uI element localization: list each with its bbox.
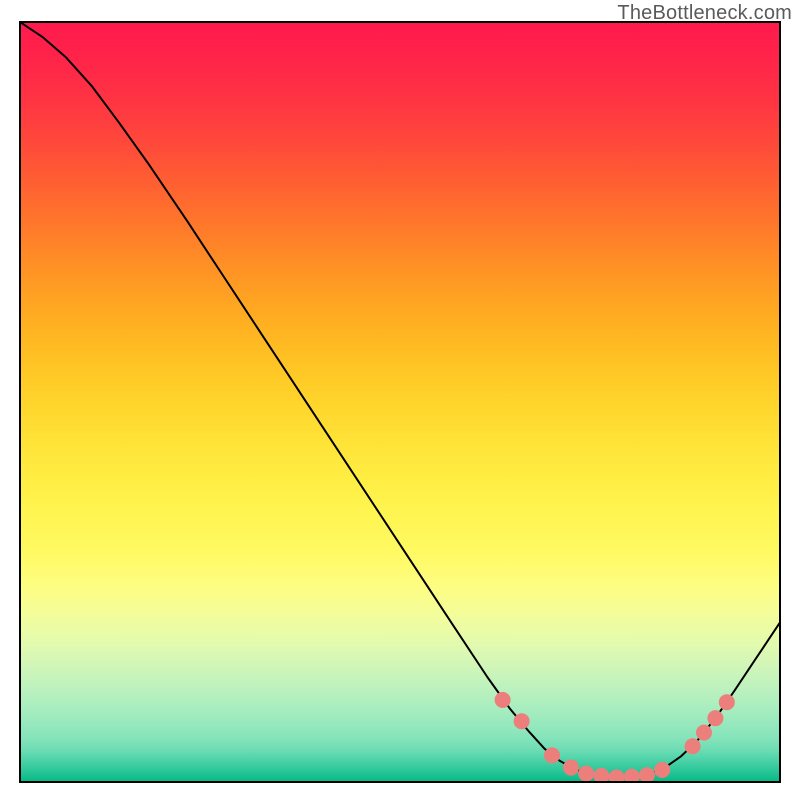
curve-marker [514, 713, 530, 729]
curve-marker [563, 760, 579, 776]
curve-marker [696, 725, 712, 741]
curve-marker [609, 769, 625, 785]
curve-marker [544, 747, 560, 763]
curve-marker [495, 692, 511, 708]
curve-marker [578, 766, 594, 782]
watermark-label: TheBottleneck.com [617, 2, 792, 25]
curve-marker [707, 710, 723, 726]
chart-container: TheBottleneck.com [0, 0, 800, 800]
plot-background [20, 22, 780, 782]
bottleneck-curve-chart [0, 0, 800, 800]
curve-marker [685, 738, 701, 754]
curve-marker [654, 762, 670, 778]
curve-marker [719, 694, 735, 710]
curve-marker [639, 767, 655, 783]
